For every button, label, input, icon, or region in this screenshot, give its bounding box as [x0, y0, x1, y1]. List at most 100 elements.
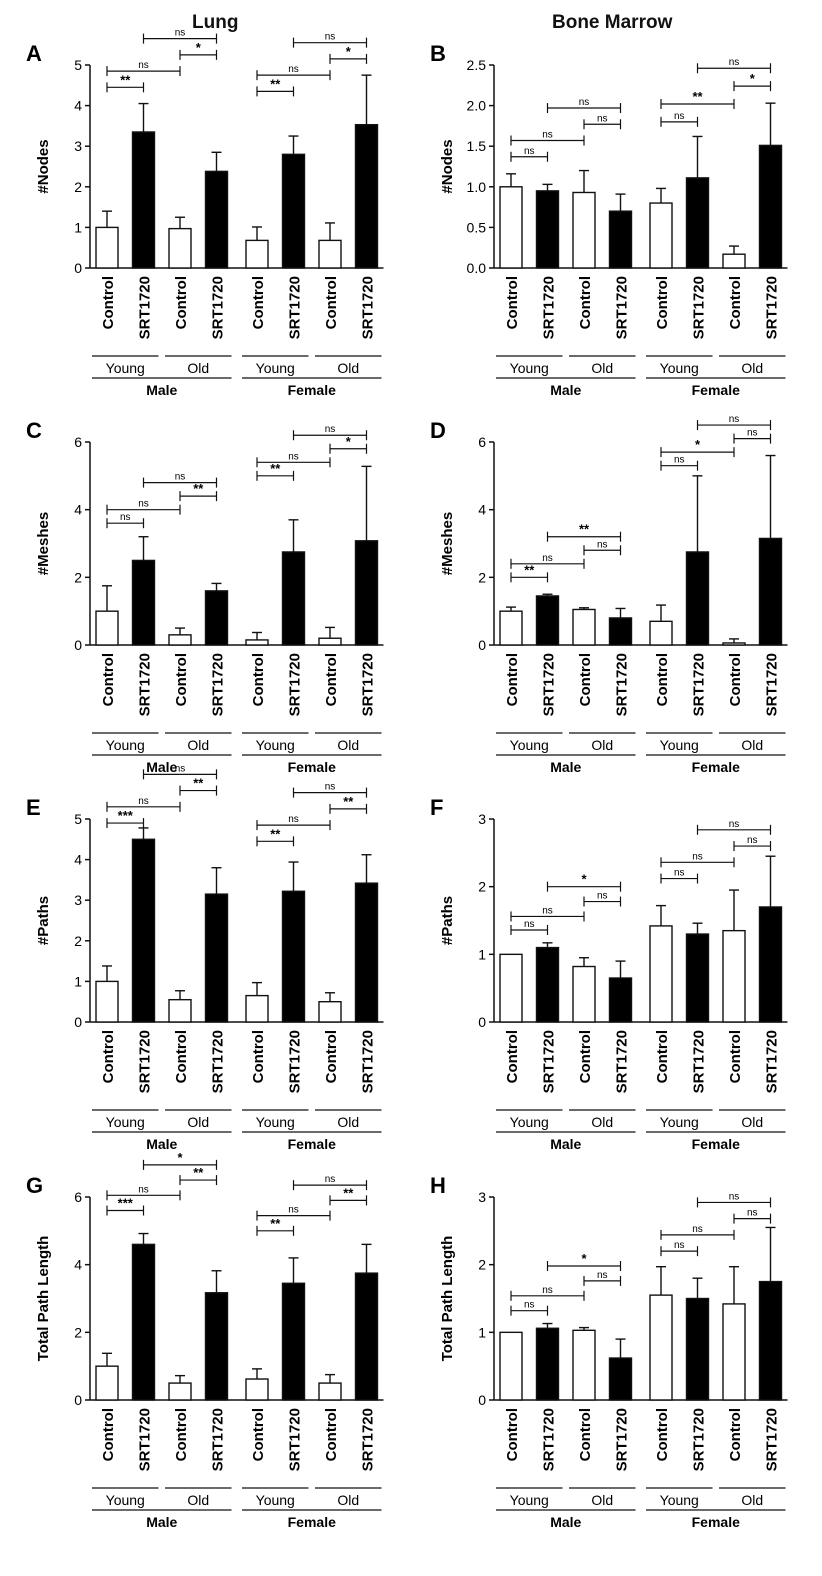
- significance-bracket: ns: [583, 891, 622, 907]
- significance-bracket: ns: [696, 1191, 772, 1208]
- bar-srt1720: [204, 170, 229, 269]
- x-tick-label: Control: [323, 276, 340, 329]
- significance-bracket: ns: [106, 499, 181, 515]
- significance-label: ***: [118, 808, 134, 823]
- bar-control: [95, 1365, 119, 1401]
- significance-bracket: **: [256, 826, 295, 847]
- panel-letter: H: [430, 1173, 446, 1198]
- x-tick-label: SRT1720: [137, 276, 154, 339]
- y-tick-label: 4: [478, 502, 486, 518]
- x-tick-label: Control: [577, 653, 594, 706]
- bar-control: [499, 953, 523, 1023]
- significance-bracket: ns: [292, 782, 368, 798]
- x-tick-label: SRT1720: [360, 1408, 377, 1471]
- bar-srt1720: [131, 559, 156, 646]
- significance-bracket: ns: [510, 919, 549, 935]
- significance-label: ns: [674, 111, 685, 122]
- x-tick-label: SRT1720: [210, 1030, 227, 1093]
- significance-bracket: ns: [142, 28, 218, 44]
- x-tick-label: Control: [504, 276, 521, 329]
- sex-group-label: Female: [288, 1514, 336, 1530]
- bar-control: [649, 925, 673, 1023]
- y-tick-label: 2: [478, 879, 486, 895]
- x-tick-label: Control: [323, 653, 340, 706]
- age-group-label: Old: [187, 1492, 209, 1508]
- significance-bracket: **: [256, 76, 295, 97]
- x-tick-label: SRT1720: [287, 276, 304, 339]
- age-group-label: Old: [337, 1114, 359, 1130]
- bar-srt1720: [535, 1327, 560, 1401]
- significance-bracket: ***: [106, 808, 145, 829]
- x-tick-label: SRT1720: [137, 1408, 154, 1471]
- significance-label: **: [524, 562, 535, 577]
- panel-e: E #Paths 0 1 2 3 4 5 Control SRT1720 Control SRT172…: [26, 763, 384, 1152]
- panel-d: D #Meshes 0 2 4 6 Control SRT1720 Control SRT1720…: [430, 414, 788, 775]
- significance-label: ns: [542, 130, 553, 141]
- significance-bracket: ns: [660, 111, 699, 127]
- significance-label: *: [581, 1251, 587, 1266]
- significance-bracket: ns: [660, 851, 735, 868]
- significance-bracket: *: [546, 1251, 622, 1272]
- significance-bracket: ns: [546, 97, 622, 114]
- age-group-label: Young: [256, 1114, 295, 1130]
- sex-group-label: Male: [550, 382, 581, 398]
- significance-label: **: [343, 794, 354, 809]
- significance-bracket: ns: [696, 57, 772, 74]
- significance-label: ***: [118, 1196, 134, 1211]
- significance-bracket: *: [660, 437, 735, 458]
- significance-label: ns: [729, 819, 740, 830]
- significance-label: **: [270, 76, 281, 91]
- significance-label: **: [193, 481, 204, 496]
- bar-srt1720: [535, 595, 560, 646]
- significance-bracket: **: [546, 522, 622, 542]
- y-axis-label: #Meshes: [439, 512, 456, 575]
- panel-letter: F: [430, 795, 443, 820]
- x-tick-label: SRT1720: [137, 653, 154, 716]
- bar-srt1720: [281, 890, 306, 1023]
- x-tick-label: SRT1720: [764, 1408, 781, 1471]
- bar-control: [572, 191, 596, 269]
- bar-srt1720: [204, 590, 229, 646]
- x-tick-label: SRT1720: [137, 1030, 154, 1093]
- y-tick-label: 6: [478, 434, 486, 450]
- y-tick-label: 4: [74, 502, 82, 518]
- age-group-label: Old: [741, 1492, 763, 1508]
- significance-bracket: ns: [660, 1224, 735, 1240]
- significance-label: **: [270, 1216, 281, 1231]
- bar-srt1720: [685, 1297, 710, 1401]
- age-group-label: Old: [337, 737, 359, 753]
- x-tick-label: Control: [727, 653, 744, 706]
- y-axis-label: #Nodes: [35, 139, 52, 193]
- x-tick-label: SRT1720: [541, 1408, 558, 1471]
- significance-bracket: *: [142, 1150, 218, 1170]
- age-group-label: Old: [337, 360, 359, 376]
- y-tick-label: 3: [478, 811, 486, 827]
- y-tick-label: 0: [74, 637, 82, 653]
- bar-control: [245, 994, 269, 1023]
- x-tick-label: SRT1720: [210, 276, 227, 339]
- bar-srt1720: [608, 210, 633, 269]
- panel-b: B #Nodes 0.0 0.5 1.0 1.5 2.0 2.5 Control SRT1720 C…: [430, 41, 788, 398]
- column-title-lung: Lung: [192, 12, 239, 33]
- significance-label: *: [346, 44, 352, 59]
- bar-srt1720: [608, 617, 633, 646]
- x-tick-label: Control: [577, 276, 594, 329]
- significance-label: ns: [325, 32, 336, 43]
- significance-label: ns: [524, 1300, 535, 1311]
- significance-label: ns: [729, 57, 740, 68]
- significance-bracket: ns: [510, 1285, 585, 1301]
- bar-srt1720: [608, 1357, 633, 1401]
- x-tick-label: SRT1720: [764, 276, 781, 339]
- significance-label: **: [270, 461, 281, 476]
- panel-letter: A: [26, 41, 42, 66]
- x-tick-label: Control: [577, 1030, 594, 1083]
- significance-label: **: [193, 1165, 204, 1180]
- significance-label: ns: [747, 428, 758, 439]
- significance-label: ns: [674, 868, 685, 879]
- significance-label: *: [196, 40, 202, 55]
- significance-bracket: ns: [292, 424, 368, 441]
- significance-bracket: ns: [142, 472, 218, 488]
- significance-bracket: ns: [256, 451, 331, 468]
- x-tick-label: Control: [173, 653, 190, 706]
- bar-control: [168, 1382, 192, 1401]
